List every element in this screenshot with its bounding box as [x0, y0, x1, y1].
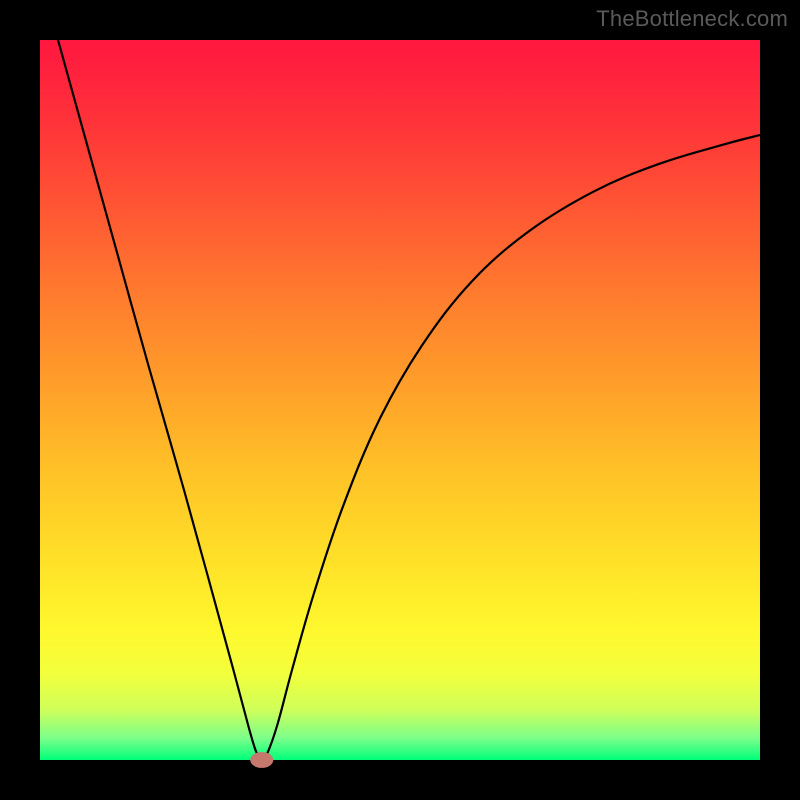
minimum-marker [250, 752, 273, 768]
plot-background [40, 40, 760, 760]
bottleneck-chart [0, 0, 800, 800]
watermark-text: TheBottleneck.com [596, 6, 788, 32]
chart-container: TheBottleneck.com [0, 0, 800, 800]
